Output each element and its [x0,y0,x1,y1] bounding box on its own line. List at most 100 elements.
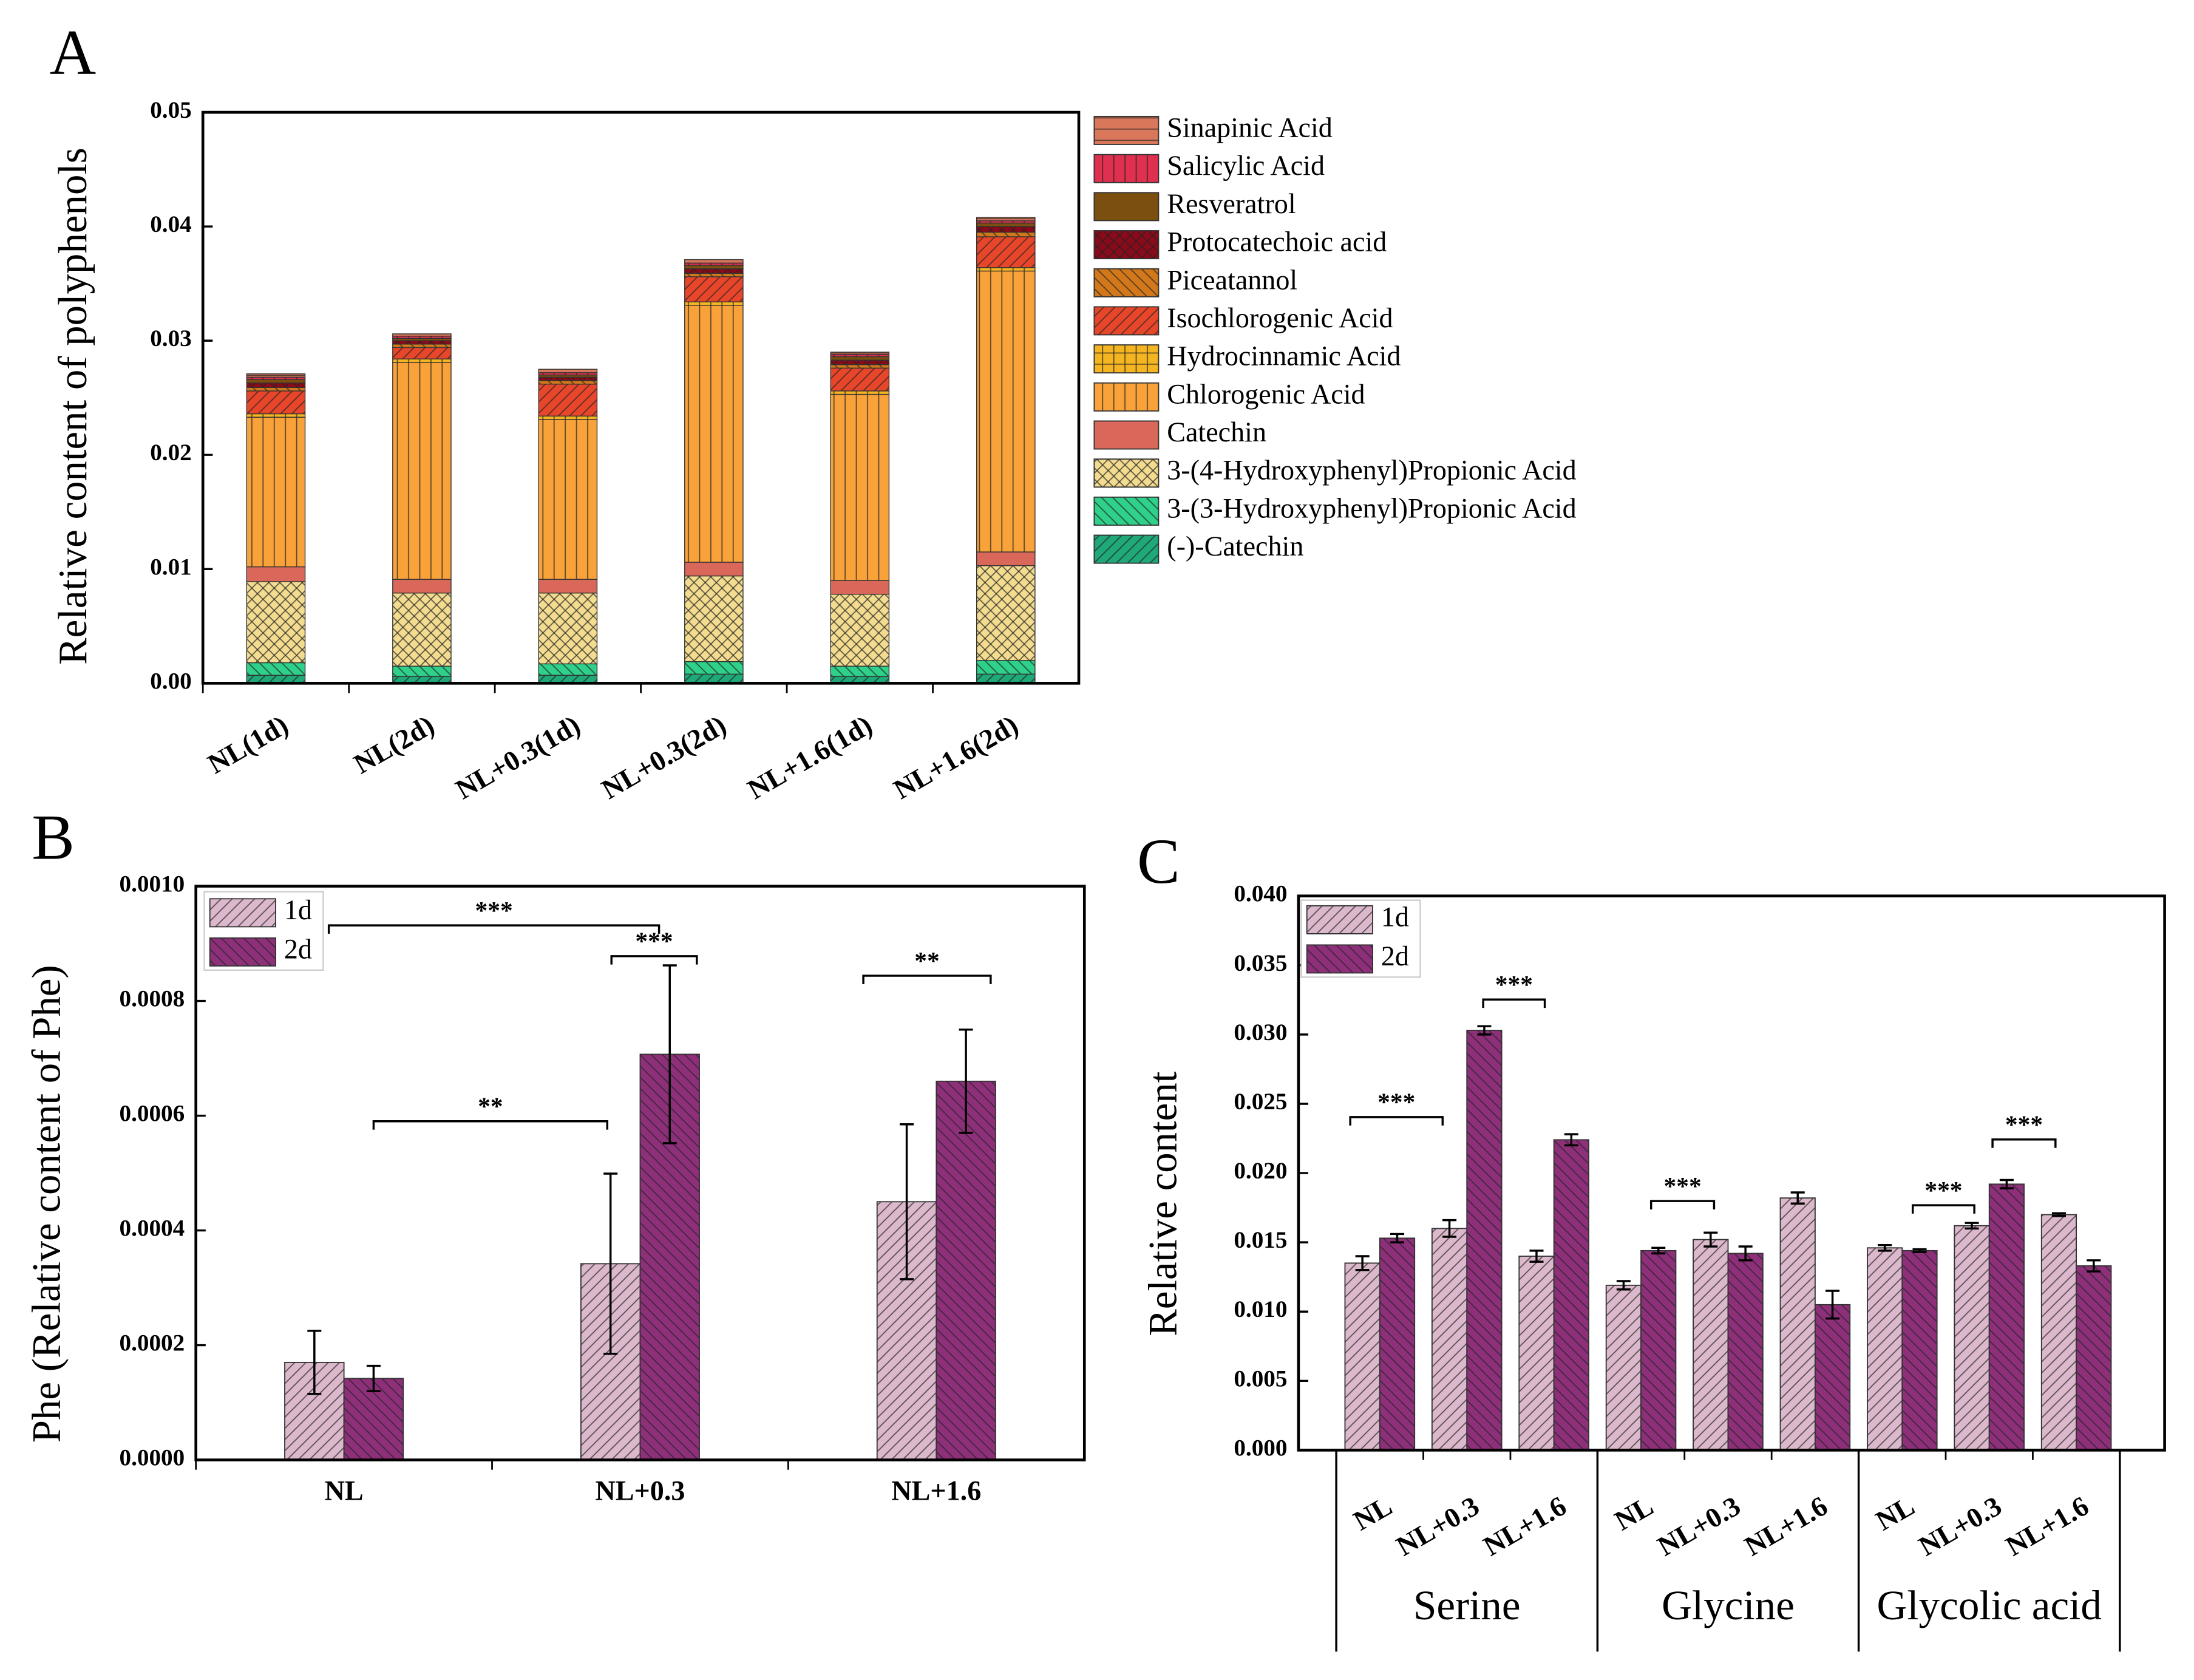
y-tick-label: 0.030 [1234,1019,1287,1046]
x-tick-label: NL [1609,1490,1659,1536]
x-tick-label: NL(2d) [348,709,440,780]
significance-label: *** [1495,970,1533,998]
legend-swatch [1306,905,1373,934]
error-bar [1564,1133,1578,1147]
bar-segment [830,665,890,677]
legend-label: Chlorogenic Acid [1167,378,1365,409]
y-tick-label: 0.04 [150,211,192,237]
legend-label: Catechin [1167,417,1266,447]
x-tick-label: NL [325,1475,364,1506]
error-bar [1826,1290,1840,1320]
error-bar [1703,1231,1718,1248]
significance-bracket [1482,998,1546,1008]
plot-frame [194,885,1086,1461]
y-tick-label: 0.000 [1234,1435,1287,1461]
bar-segment [976,217,1036,222]
error-bar [1355,1255,1370,1271]
legend-label: Sinapinic Acid [1167,112,1333,143]
error-bar [1999,1178,2014,1189]
legend-swatch [1093,268,1160,298]
bar-segment [246,581,306,664]
error-bar [307,1330,322,1395]
x-tick-label: NL+1.6(1d) [742,709,877,805]
legend-label: 1d [284,894,312,925]
bar-segment [830,352,890,355]
y-axis-title: Phe (Relative content of Phe) [24,965,69,1443]
bar-segment [538,415,598,420]
bar-segment [684,268,744,274]
legend-swatch [209,898,276,928]
y-tick-label: 0.05 [150,97,192,123]
x-tick-label: NL+0.3(2d) [596,709,731,805]
y-axis-title: Relative content of polyphenols [50,148,95,665]
y-tick-label: 0.0002 [120,1330,185,1356]
bar-segment [392,340,452,345]
bar-segment [392,665,452,677]
y-tick-label: 0.0008 [120,986,185,1012]
legend-label: Piceatannol [1167,264,1297,295]
legend-swatch [1093,306,1160,336]
x-tick-label: NL(1d) [203,709,294,780]
y-tick-label: 0.040 [1234,881,1287,907]
error-bar [1790,1191,1805,1205]
bar [1727,1253,1764,1451]
significance-bracket [372,1120,609,1130]
group-label: Serine [1413,1582,1521,1628]
bar-segment [392,358,452,363]
bar [1605,1284,1642,1451]
significance-bracket [1349,1116,1444,1126]
bar-segment [538,383,598,417]
error-bar [1738,1245,1753,1262]
bar-segment [830,390,890,395]
bar-segment [830,364,890,369]
x-tick-label: NL [1348,1490,1398,1536]
legend-swatch [1093,534,1160,564]
bar-segment [684,265,744,270]
x-tick-label: NL+1.6 [2000,1490,2094,1562]
error-bar [662,964,677,1144]
significance-bracket [1991,1138,2057,1148]
panel-letter: C [1137,826,1180,897]
bar-segment [246,387,306,392]
bar-segment [684,273,744,277]
bar-segment [830,593,890,667]
bar-segment [538,380,598,385]
y-tick-label: 0.0000 [120,1445,185,1471]
bar [1988,1183,2025,1451]
bar-segment [976,226,1036,233]
y-tick-label: 0.02 [150,440,192,466]
significance-label: *** [2005,1110,2043,1138]
legend-label: 3-(4-Hydroxyphenyl)Propionic Acid [1167,455,1576,486]
significance-label: *** [1663,1172,1701,1200]
legend-label: 2d [1381,940,1409,971]
bar [1640,1250,1677,1451]
significance-bracket [862,974,992,984]
bar-segment [830,356,890,361]
y-tick-label: 0.0004 [120,1216,185,1242]
bar-segment [246,383,306,388]
y-tick-label: 0.0006 [120,1101,185,1127]
significance-label: *** [635,927,673,955]
legend-label: Salicylic Acid [1167,150,1325,181]
bar-segment [976,222,1036,227]
bar-segment [684,259,744,264]
legend-swatch [1093,230,1160,259]
bar-segment [392,333,452,337]
legend-swatch [1093,458,1160,488]
y-tick-label: 0.00 [150,668,192,694]
bar-segment [976,236,1036,268]
x-tick-label: NL+1.6 [1478,1490,1572,1562]
legend-label: (-)-Catechin [1167,531,1303,562]
bar-segment [830,580,890,595]
legend-swatch [1306,944,1373,974]
error-bar [366,1364,381,1392]
bar [1954,1225,1990,1451]
bar [1779,1197,1816,1451]
bar-segment [538,376,598,381]
bar-segment [976,551,1036,566]
panel-letter: B [32,802,75,873]
group-label: Glycine [1662,1582,1795,1628]
x-tick-label: NL+0.3(1d) [450,709,585,805]
legend-swatch [1093,344,1160,374]
